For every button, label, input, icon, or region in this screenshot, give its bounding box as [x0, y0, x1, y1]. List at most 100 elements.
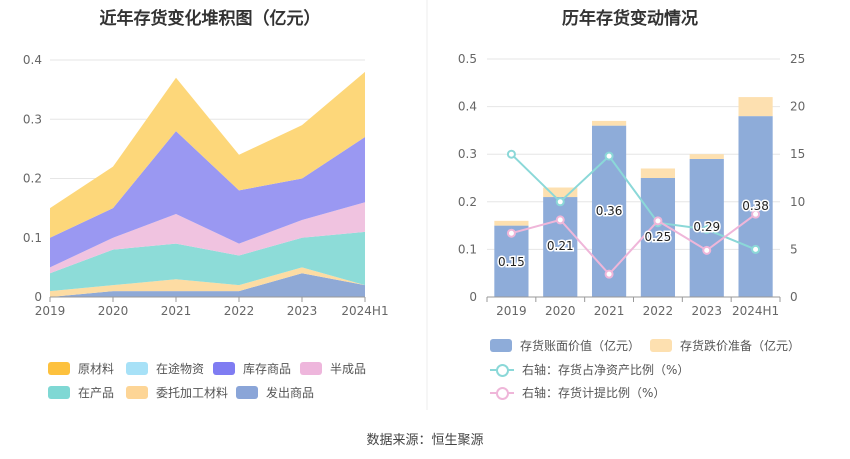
right-y-tick-label: 0.2	[458, 195, 477, 209]
left-y-tick-label: 0	[34, 290, 42, 304]
left-chart-title: 近年存货变化堆积图（亿元）	[99, 9, 321, 29]
legend-label: 存货跌价准备（亿元）	[680, 339, 801, 353]
right-x-tick-label: 2020	[545, 304, 576, 318]
right-x-tick-label: 2019	[496, 304, 527, 318]
bar-book-value	[640, 178, 676, 297]
legend-label: 存货账面价值（亿元）	[520, 339, 641, 353]
legend-swatch	[48, 362, 70, 375]
bar-book-value	[738, 116, 773, 298]
right-x-tick-label: 2023	[691, 304, 722, 318]
legend-label: 右轴：存货占净资产比例（%）	[522, 363, 690, 377]
right-y2-tick-label: 5	[790, 242, 798, 256]
legend-swatch	[126, 386, 148, 399]
legend-label: 半成品	[330, 362, 367, 376]
left-x-tick-label: 2019	[35, 304, 66, 318]
left-y-tick-label: 0.1	[23, 231, 42, 245]
left-legend-item[interactable]: 原材料	[48, 360, 114, 377]
bar-provision	[591, 120, 627, 126]
right-x-tick-label: 2024H1	[732, 304, 779, 318]
legend-swatch	[490, 386, 514, 400]
right-y2-tick-label: 10	[790, 195, 805, 209]
point-provision-ratio	[751, 209, 761, 219]
legend-swatch	[236, 386, 258, 399]
point-provision-ratio	[555, 215, 565, 225]
right-y-tick-label: 0.1	[458, 242, 477, 256]
left-legend-item[interactable]: 半成品	[300, 360, 366, 377]
right-y2-tick-label: 15	[790, 147, 805, 161]
legend-label: 发出商品	[266, 386, 315, 400]
legend-swatch	[490, 339, 512, 352]
left-y-tick-label: 0.2	[23, 172, 42, 186]
data-source: 数据来源：恒生聚源	[366, 433, 484, 448]
right-legend-item[interactable]: 右轴：存货占净资产比例（%）	[490, 361, 689, 378]
line-ratio-net-assets	[510, 153, 756, 251]
point-provision-ratio	[653, 216, 663, 226]
left-legend-item[interactable]: 发出商品	[236, 384, 314, 401]
left-legend-item[interactable]: 委托加工材料	[126, 384, 228, 401]
bar-book-value	[543, 197, 578, 297]
right-legend-item[interactable]: 存货跌价准备（亿元）	[650, 337, 800, 354]
bar-data-label: 0.21	[547, 239, 574, 253]
bar-provision	[738, 97, 773, 117]
left-x-tick-label: 2020	[98, 304, 129, 318]
line-provision-ratio	[511, 213, 757, 276]
bar-provision	[494, 220, 529, 226]
point-provision-ratio	[604, 269, 614, 279]
left-y-tick-label: 0.3	[23, 112, 42, 126]
left-x-tick-label: 2022	[224, 304, 255, 318]
left-area-在产品	[50, 231, 365, 292]
left-x-tick-label: 2021	[161, 304, 192, 318]
right-y2-tick-label: 0	[790, 290, 798, 304]
bar-data-label: 0.29	[693, 220, 720, 234]
point-ratio-net-assets	[751, 244, 761, 254]
legend-label: 委托加工材料	[156, 386, 229, 400]
bar-data-label: 0.36	[596, 204, 623, 218]
left-x-tick-label: 2024H1	[341, 304, 388, 318]
right-y-tick-label: 0.3	[458, 147, 477, 161]
left-area-原材料	[50, 71, 365, 238]
right-x-tick-label: 2022	[643, 304, 674, 318]
left-legend-item[interactable]: 库存商品	[213, 360, 291, 377]
bar-provision	[640, 168, 676, 178]
right-legend-item[interactable]: 存货账面价值（亿元）	[490, 337, 640, 354]
legend-label: 在产品	[78, 386, 115, 400]
bar-provision	[543, 187, 578, 198]
right-chart-title: 历年存货变动情况	[562, 9, 698, 29]
legend-swatch	[490, 363, 514, 377]
right-x-tick-label: 2021	[594, 304, 625, 318]
right-y2-tick-label: 25	[790, 52, 805, 66]
legend-label: 右轴：存货计提比例（%）	[522, 386, 666, 400]
point-ratio-net-assets	[604, 151, 614, 161]
left-legend-item[interactable]: 在产品	[48, 384, 114, 401]
right-y-tick-label: 0.4	[458, 100, 477, 114]
right-y2-tick-label: 20	[790, 100, 805, 114]
legend-swatch	[650, 339, 672, 352]
left-legend-item[interactable]: 在途物资	[126, 360, 204, 377]
legend-swatch	[48, 386, 70, 399]
bar-data-label: 0.15	[498, 255, 525, 269]
right-legend-item[interactable]: 右轴：存货计提比例（%）	[490, 384, 665, 401]
left-area-库存商品	[50, 131, 365, 268]
legend-label: 原材料	[78, 362, 115, 376]
right-y-tick-label: 0.5	[458, 52, 477, 66]
point-ratio-net-assets	[555, 197, 565, 207]
legend-swatch	[126, 362, 148, 375]
point-ratio-net-assets	[506, 149, 516, 159]
left-area-半成品	[50, 202, 365, 274]
bar-data-label: 0.38	[742, 199, 769, 213]
left-x-tick-label: 2023	[287, 304, 318, 318]
point-provision-ratio	[506, 228, 516, 238]
left-y-tick-label: 0.4	[23, 53, 42, 67]
right-y-tick-label: 0	[469, 290, 477, 304]
bar-provision	[689, 154, 724, 159]
legend-swatch	[213, 362, 235, 375]
legend-label: 库存商品	[243, 362, 292, 376]
legend-label: 在途物资	[156, 362, 205, 376]
bar-data-label: 0.25	[645, 230, 672, 244]
point-provision-ratio	[702, 245, 712, 255]
point-ratio-net-assets	[702, 224, 712, 234]
legend-swatch	[300, 362, 322, 375]
